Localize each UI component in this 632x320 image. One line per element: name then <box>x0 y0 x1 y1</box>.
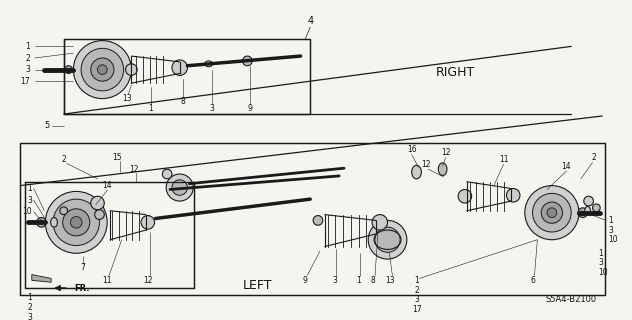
Ellipse shape <box>411 165 422 179</box>
Ellipse shape <box>51 218 58 227</box>
Circle shape <box>53 199 99 245</box>
Text: 3: 3 <box>27 313 32 320</box>
Circle shape <box>141 216 155 229</box>
Text: 13: 13 <box>386 276 395 285</box>
Text: 11: 11 <box>499 155 508 164</box>
Circle shape <box>372 215 387 230</box>
Polygon shape <box>20 143 605 295</box>
Circle shape <box>63 209 90 236</box>
Text: 8: 8 <box>180 97 185 106</box>
Circle shape <box>60 207 68 215</box>
Text: 12: 12 <box>130 165 139 174</box>
Text: 3: 3 <box>25 65 30 74</box>
Text: 2: 2 <box>61 155 66 164</box>
Text: 10: 10 <box>22 207 32 216</box>
Circle shape <box>541 202 562 223</box>
Text: 2: 2 <box>414 285 419 294</box>
Text: 4: 4 <box>307 16 313 26</box>
Text: 1: 1 <box>599 249 603 258</box>
Polygon shape <box>64 39 310 114</box>
Text: 9: 9 <box>248 104 253 113</box>
Text: 2: 2 <box>27 303 32 312</box>
Text: 8: 8 <box>370 276 375 285</box>
Circle shape <box>81 48 124 91</box>
Text: 17: 17 <box>20 77 30 86</box>
Circle shape <box>91 196 104 210</box>
Text: 3: 3 <box>599 259 603 268</box>
Text: 5: 5 <box>45 121 50 130</box>
Text: 12: 12 <box>143 276 152 285</box>
Text: 7: 7 <box>81 263 85 272</box>
Text: 1: 1 <box>608 216 612 225</box>
Circle shape <box>592 204 600 212</box>
Polygon shape <box>25 182 194 288</box>
Ellipse shape <box>585 206 590 215</box>
Text: 3: 3 <box>27 196 32 204</box>
Circle shape <box>172 180 188 195</box>
Circle shape <box>368 220 407 259</box>
Text: 13: 13 <box>122 94 131 103</box>
Circle shape <box>547 208 557 218</box>
Circle shape <box>46 191 107 253</box>
Circle shape <box>584 196 593 206</box>
Circle shape <box>64 66 73 74</box>
Text: 3: 3 <box>608 226 613 235</box>
Text: 2: 2 <box>25 53 30 62</box>
Circle shape <box>172 60 188 76</box>
Circle shape <box>126 64 137 76</box>
Text: 1: 1 <box>27 184 32 193</box>
Ellipse shape <box>438 163 447 175</box>
Text: 1: 1 <box>414 276 419 285</box>
Circle shape <box>525 186 579 240</box>
Text: 1: 1 <box>27 293 32 302</box>
Circle shape <box>166 174 193 201</box>
Text: 10: 10 <box>608 235 617 244</box>
Text: 3: 3 <box>414 295 419 304</box>
Text: 3: 3 <box>209 104 214 113</box>
Circle shape <box>375 227 400 252</box>
Text: 14: 14 <box>562 162 571 171</box>
Text: 12: 12 <box>441 148 450 157</box>
Circle shape <box>162 169 172 179</box>
Text: 12: 12 <box>422 160 431 169</box>
Text: 10: 10 <box>599 268 608 277</box>
Text: 3: 3 <box>332 276 337 285</box>
Text: 15: 15 <box>112 153 122 162</box>
Text: 6: 6 <box>530 276 535 285</box>
Text: LEFT: LEFT <box>242 279 272 292</box>
Polygon shape <box>32 275 51 282</box>
Text: 2: 2 <box>591 153 596 162</box>
Circle shape <box>313 216 323 225</box>
Text: 17: 17 <box>411 305 422 314</box>
Circle shape <box>578 208 588 218</box>
Circle shape <box>73 41 131 99</box>
Circle shape <box>97 65 107 75</box>
Text: 9: 9 <box>303 276 308 285</box>
Text: S5A4-B2100: S5A4-B2100 <box>545 295 597 304</box>
Circle shape <box>70 217 82 228</box>
Text: 1: 1 <box>356 276 361 285</box>
Text: 1: 1 <box>149 104 153 113</box>
Circle shape <box>533 193 571 232</box>
Circle shape <box>458 189 471 203</box>
Text: 11: 11 <box>102 276 112 285</box>
Text: FR.: FR. <box>75 284 90 292</box>
Circle shape <box>95 210 104 220</box>
Text: 1: 1 <box>25 42 30 51</box>
Text: 16: 16 <box>407 145 416 154</box>
Circle shape <box>506 188 520 202</box>
Text: RIGHT: RIGHT <box>435 66 475 79</box>
Circle shape <box>37 218 46 227</box>
Text: 14: 14 <box>102 181 112 190</box>
Circle shape <box>243 56 252 66</box>
Circle shape <box>91 58 114 81</box>
